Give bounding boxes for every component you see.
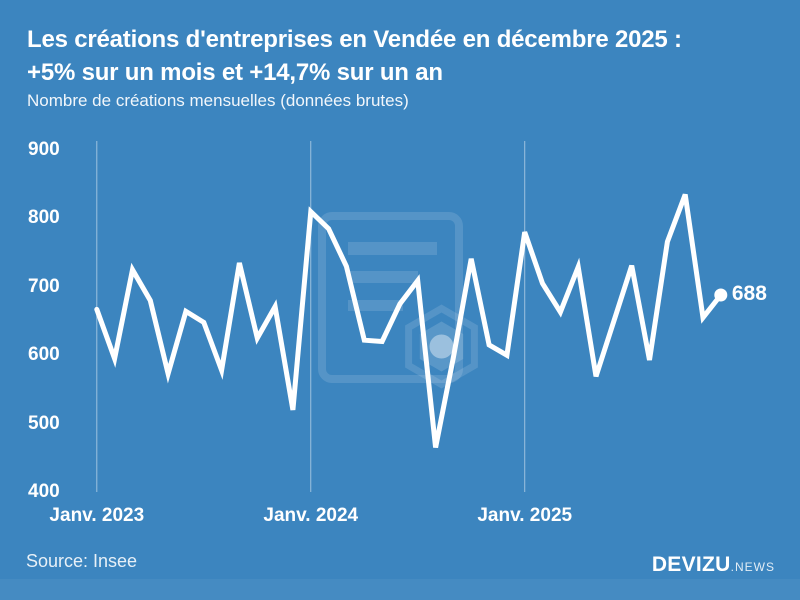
- watermark-document-icon: [318, 212, 463, 383]
- brand-suffix: .NEWS: [730, 560, 775, 574]
- x-axis-label: Janv. 2024: [263, 505, 359, 526]
- watermark-text-bar: [348, 271, 418, 283]
- x-axis-label: Janv. 2023: [49, 505, 145, 526]
- y-axis-label: 400: [28, 481, 60, 502]
- title-line-2: +5% sur un mois et +14,7% sur un an: [27, 59, 443, 86]
- watermark-text-bar: [348, 242, 437, 255]
- y-axis-label: 800: [28, 207, 60, 229]
- watermark-hexagon-hole: [429, 334, 454, 359]
- title-line-1: Les créations d'entreprises en Vendée en…: [27, 26, 682, 53]
- data-line: [94, 193, 724, 448]
- chart-subtitle: Nombre de créations mensuelles (données …: [27, 91, 409, 110]
- y-axis-label: 700: [28, 275, 60, 297]
- watermark-logo: [318, 212, 478, 389]
- brand-name: DEVIZU: [651, 553, 731, 576]
- end-point-marker: [714, 288, 728, 302]
- footer-band: [0, 579, 800, 600]
- y-axis-label: 500: [28, 412, 60, 434]
- y-axis-label: 900: [28, 139, 60, 160]
- end-value-label: 688: [731, 282, 767, 305]
- chart-title: Les créations d'entreprises en Vendée en…: [27, 23, 682, 89]
- y-axis-label: 600: [28, 344, 60, 366]
- brand-logo: DEVIZU.NEWS: [652, 553, 775, 577]
- watermark-hexagon-icon: [405, 304, 478, 389]
- x-axis-label: Janv. 2025: [477, 505, 573, 526]
- watermark-text-bar: [348, 300, 403, 311]
- source-caption: Source: Insee: [26, 551, 138, 571]
